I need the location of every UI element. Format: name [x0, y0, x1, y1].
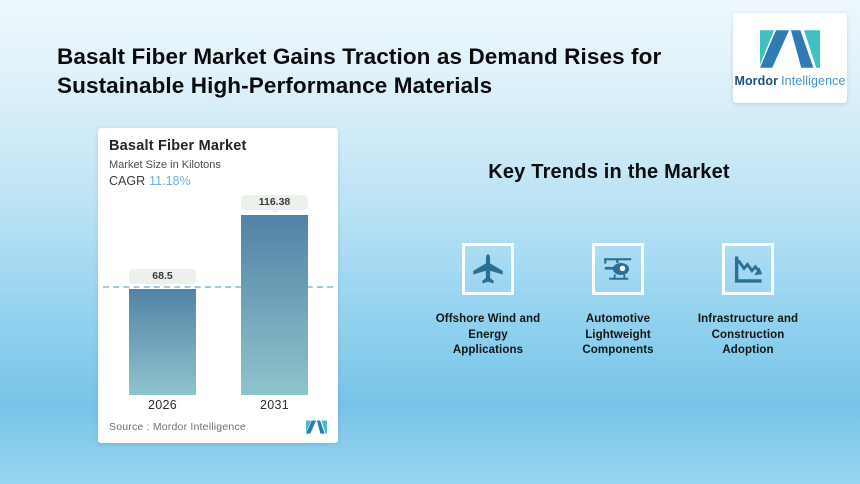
brand-name-mordor: Mordor [734, 73, 779, 88]
brand-name: Mordor Intelligence [734, 74, 845, 88]
chart-title: Basalt Fiber Market [109, 138, 247, 154]
trend-icon-box [592, 243, 644, 295]
source-text: Source : Mordor Intelligence [109, 421, 246, 433]
value-label-2031: 116.38 [241, 195, 308, 214]
page-title: Basalt Fiber Market Gains Traction as De… [57, 42, 707, 100]
trend-icon-box [462, 243, 514, 295]
cagr-value: 11.18% [149, 174, 191, 188]
declining-chart-icon [734, 256, 763, 283]
trend-item-offshore-wind: Offshore Wind and Energy Applications [423, 243, 553, 359]
trend-label: Offshore Wind and Energy Applications [435, 313, 541, 356]
key-trends-heading: Key Trends in the Market [488, 161, 730, 183]
cagr-label: CAGR [109, 174, 146, 188]
trend-item-infrastructure: Infrastructure and Construction Adoption [683, 243, 813, 359]
mordor-logo-small-icon [306, 420, 327, 434]
market-chart-card: Basalt Fiber Market Market Size in Kilot… [98, 128, 338, 443]
page-title-line-1: Basalt Fiber Market Gains Traction as De… [57, 44, 662, 69]
reference-dashed-line [103, 286, 333, 288]
mordor-logo-icon [760, 29, 820, 68]
chart-cagr: CAGR 11.18% [109, 174, 191, 188]
chart-footer: Source : Mordor Intelligence [109, 420, 327, 434]
trend-label: Infrastructure and Construction Adoption [697, 313, 799, 356]
trend-label: Automotive Lightweight Components [582, 313, 654, 356]
key-trends-row: Offshore Wind and Energy Applications Au… [423, 243, 813, 359]
trend-item-automotive: Automotive Lightweight Components [553, 243, 683, 359]
airplane-icon [473, 254, 503, 284]
bar-2031 [241, 215, 308, 395]
axis-label-2031: 2031 [259, 398, 289, 412]
bar-2026 [129, 289, 196, 395]
brand-name-intelligence: Intelligence [781, 73, 846, 88]
helicopter-icon [604, 258, 632, 280]
axis-label-2026: 2026 [147, 398, 177, 412]
brand-logo-card: Mordor Intelligence [733, 13, 847, 103]
value-label-2026: 68.5 [129, 269, 196, 288]
chart-subtitle: Market Size in Kilotons [109, 159, 221, 171]
page-title-line-2: Sustainable High-Performance Materials [57, 73, 493, 98]
trend-icon-box [722, 243, 774, 295]
